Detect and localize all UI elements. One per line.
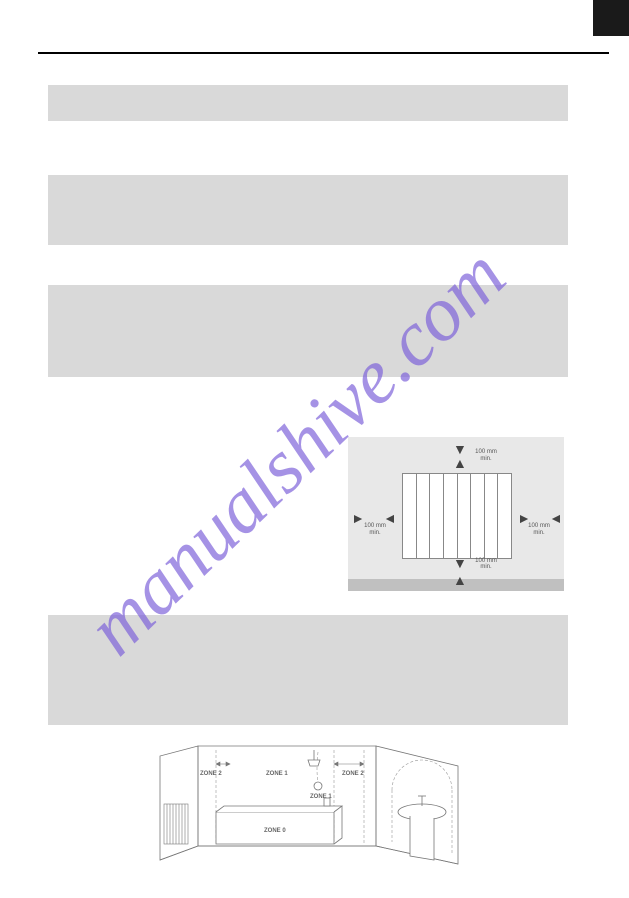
- zone2-label-b: ZONE 2: [342, 771, 364, 777]
- clearance-bottom-label: 100 mm min.: [471, 558, 501, 571]
- clearance-left-label: 100 mm min.: [360, 523, 390, 536]
- radiator-graphic: [402, 473, 512, 559]
- radiator-slat: [485, 474, 499, 558]
- zones-svg: ZONE 2 ZONE 1 ZONE 1 ZONE 2 ZONE 0: [158, 742, 460, 870]
- section-band-1: [48, 85, 568, 121]
- radiator-slat: [444, 474, 458, 558]
- section-band-3: [48, 285, 568, 377]
- corner-tab: [593, 0, 629, 36]
- radiator-slat: [403, 474, 417, 558]
- arrow-down-icon: ▲: [453, 557, 467, 573]
- header-rule: [38, 52, 609, 54]
- clearance-right-label: 100 mm min.: [524, 523, 554, 536]
- zone0-label: ZONE 0: [264, 828, 286, 834]
- radiator-slat: [458, 474, 472, 558]
- radiator-slat: [498, 474, 511, 558]
- arrow-down-icon: ▲: [453, 443, 467, 459]
- zone2-label-a: ZONE 2: [200, 771, 222, 777]
- clearance-diagram: ▲ ▲ 100 mm min. ▲ ▲ 100 mm min. ▲ ▲ 100 …: [348, 437, 564, 591]
- bathroom-zones-diagram: ZONE 2 ZONE 1 ZONE 1 ZONE 2 ZONE 0: [158, 742, 460, 870]
- clearance-top-label: 100 mm min.: [471, 449, 501, 462]
- section-band-4: [48, 615, 568, 725]
- zone1-label-a: ZONE 1: [266, 771, 288, 777]
- arrow-up-icon: ▲: [453, 572, 467, 588]
- radiator-slat: [471, 474, 485, 558]
- radiator-slat: [417, 474, 431, 558]
- radiator-slat: [430, 474, 444, 558]
- section-band-2: [48, 175, 568, 245]
- zone1-label-b: ZONE 1: [310, 794, 332, 800]
